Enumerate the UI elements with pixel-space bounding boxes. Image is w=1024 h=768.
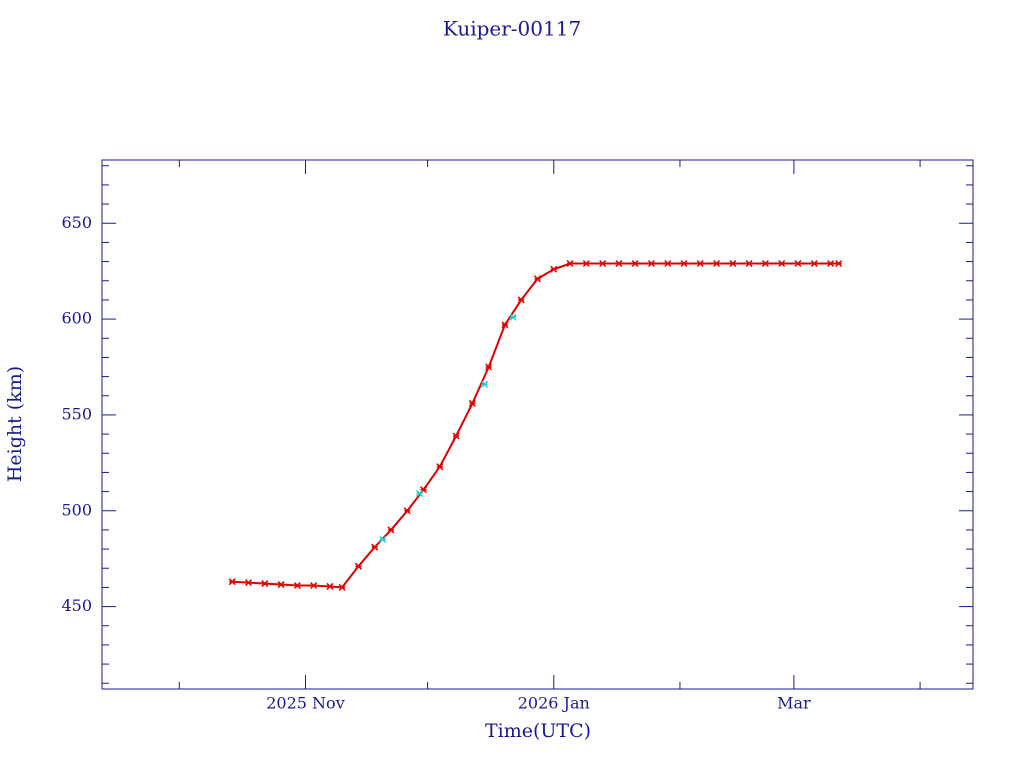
data-point <box>509 313 517 321</box>
data-point <box>599 259 607 268</box>
y-tick-label: 500 <box>61 500 92 519</box>
data-point <box>371 543 379 551</box>
data-point <box>415 489 423 498</box>
data-point <box>810 259 818 268</box>
data-point <box>778 259 786 268</box>
data-point <box>228 578 236 586</box>
data-point <box>827 259 835 268</box>
data-point <box>387 526 395 534</box>
data-point <box>310 581 318 590</box>
data-point <box>244 579 253 587</box>
x-tick-label: 2026 Jan <box>518 694 590 713</box>
data-point <box>517 296 525 304</box>
data-point <box>261 580 269 588</box>
data-point <box>436 463 444 471</box>
data-point <box>794 259 802 268</box>
data-point <box>566 259 574 268</box>
x-axis-label: Time(UTC) <box>485 720 591 742</box>
y-tick-label: 650 <box>61 213 92 232</box>
data-point <box>696 259 704 268</box>
chart-title: Kuiper-00117 <box>443 17 581 41</box>
series-line <box>232 262 839 589</box>
data-point <box>745 259 753 268</box>
data-point <box>277 581 285 589</box>
plot-frame <box>101 159 974 690</box>
data-point <box>615 259 623 268</box>
data-point <box>550 265 558 273</box>
data-point <box>326 582 334 590</box>
data-point <box>761 259 769 268</box>
data-point <box>338 583 346 591</box>
data-point <box>631 259 639 268</box>
data-point <box>354 562 362 570</box>
data-point <box>647 259 655 268</box>
y-axis-label: Height (km) <box>4 366 26 482</box>
data-point <box>403 507 411 515</box>
data-point <box>533 275 542 283</box>
data-point <box>680 259 688 268</box>
x-tick-label: 2025 Nov <box>266 694 344 713</box>
data-point <box>293 581 301 590</box>
data-point <box>582 259 590 268</box>
data-point <box>452 432 460 440</box>
y-tick-label: 600 <box>61 309 92 328</box>
data-point <box>713 259 721 268</box>
y-tick-label: 450 <box>61 596 92 615</box>
data-point <box>379 535 387 544</box>
data-point <box>664 259 672 268</box>
data-point <box>468 399 476 407</box>
y-tick-label: 550 <box>61 404 92 423</box>
data-point <box>729 259 737 268</box>
data-point <box>835 259 843 268</box>
data-point <box>485 363 493 371</box>
data-point <box>481 380 489 388</box>
x-tick-label: Mar <box>777 694 811 713</box>
data-point <box>501 321 509 329</box>
